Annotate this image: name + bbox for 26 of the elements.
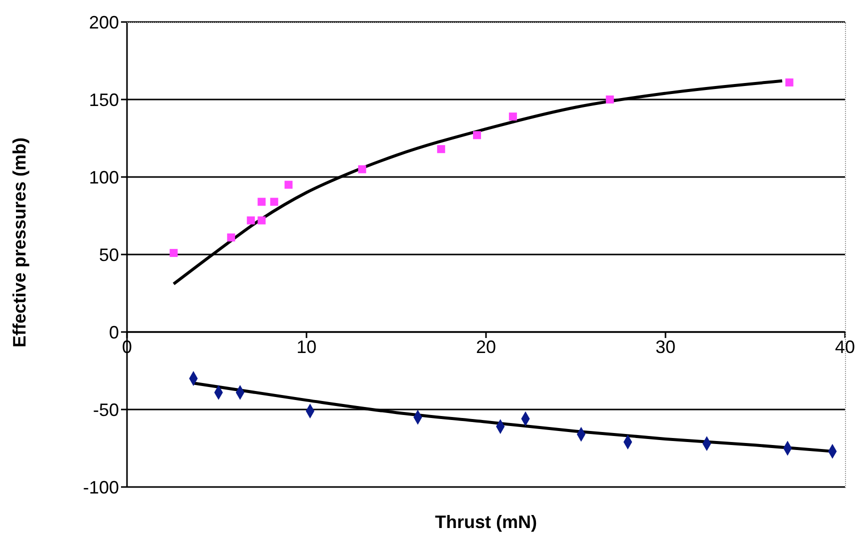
y-tick-label: 200 [88, 12, 119, 32]
point [270, 198, 278, 206]
point [258, 198, 266, 206]
point [473, 131, 482, 140]
x-tick-label: 40 [834, 336, 856, 357]
x-tick-label: 20 [476, 336, 496, 357]
point [437, 145, 446, 154]
point [227, 233, 236, 242]
x-tick-label: 30 [655, 336, 676, 357]
point [358, 165, 366, 174]
y-tick-label: 100 [88, 167, 119, 188]
point [284, 180, 293, 189]
y-axis-title: Effective pressures (mb) [10, 137, 30, 348]
point [508, 112, 517, 121]
y-tick-label: 50 [98, 244, 119, 265]
point [246, 216, 255, 224]
point [170, 248, 178, 257]
y-tick-label: -50 [92, 400, 119, 420]
y-tick-label: 150 [88, 90, 119, 110]
point [785, 78, 794, 86]
x-tick-label: 10 [296, 336, 317, 357]
point [258, 216, 266, 224]
y-tick-label: 0 [108, 322, 119, 342]
point [606, 96, 614, 104]
x-axis-title: Thrust (mN) [434, 512, 538, 533]
y-tick-label: -100 [82, 477, 119, 498]
